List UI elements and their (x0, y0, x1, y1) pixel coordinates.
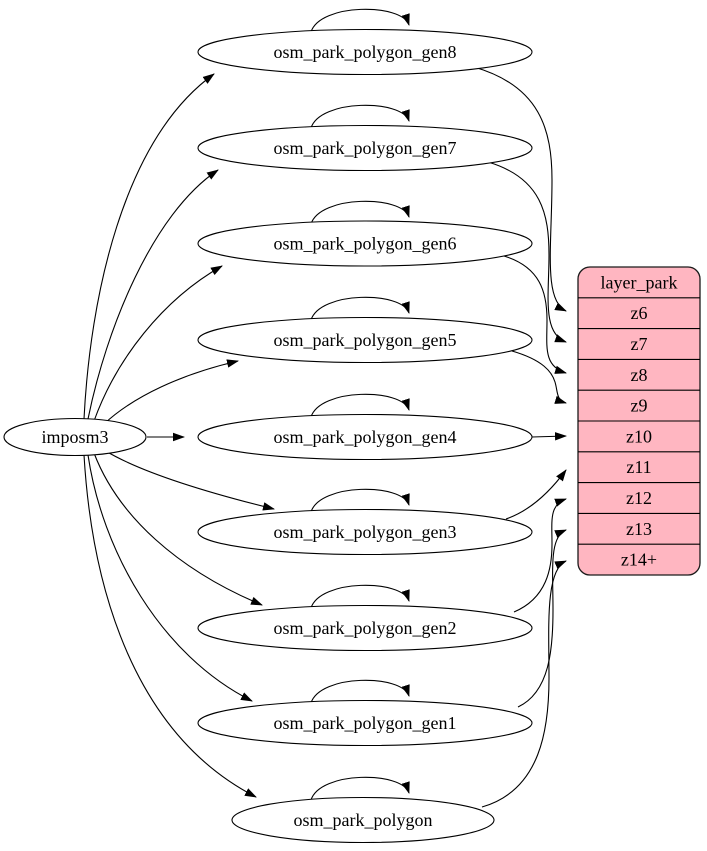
node-osm-park-polygon-gen8: osm_park_polygon_gen8 (197, 28, 533, 76)
self-loop-polygon (310, 776, 410, 801)
edge-imposm3-to-gen6 (93, 265, 223, 422)
edge-imposm3-to-gen3 (103, 449, 275, 511)
self-loop-gen8 (310, 8, 410, 33)
edge-gen5-to-z9 (511, 350, 567, 404)
layer-row-z13: z13 (626, 519, 652, 539)
gen6-ellipse (197, 220, 533, 267)
layer-row-z10: z10 (626, 426, 652, 446)
node-osm-park-polygon-gen3: osm_park_polygon_gen3 (197, 508, 533, 556)
gen7-ellipse (197, 124, 533, 172)
self-loops (310, 8, 410, 801)
gen4-label: osm_park_polygon_gen4 (274, 427, 457, 447)
self-loop-gen5 (310, 296, 410, 321)
gen5-ellipse (197, 316, 533, 364)
node-osm-park-polygon: osm_park_polygon (231, 796, 495, 844)
gen1-label: osm_park_polygon_gen1 (274, 713, 457, 733)
node-osm-park-polygon-gen2: osm_park_polygon_gen2 (197, 604, 533, 652)
node-osm-park-polygon-gen4: osm_park_polygon_gen4 (197, 413, 533, 461)
gen2-label: osm_park_polygon_gen2 (274, 618, 457, 638)
node-layer-park: layer_park z6 z7 z8 z9 z10 z11 z12 z13 z… (577, 266, 701, 576)
gen2-ellipse (197, 604, 533, 652)
gen3-label: osm_park_polygon_gen3 (274, 522, 457, 542)
self-loop-gen4 (310, 393, 410, 418)
layer-row-z9: z9 (631, 396, 648, 416)
gen6-label: osm_park_polygon_gen6 (274, 234, 457, 254)
node-imposm3: imposm3 (3, 417, 147, 457)
gen4-ellipse (197, 413, 533, 461)
self-loop-gen7 (310, 104, 410, 129)
edge-polygon-to-z14 (481, 560, 567, 808)
edge-imposm3-to-gen1 (87, 454, 253, 702)
imposm3-ellipse (3, 417, 147, 457)
node-osm-park-polygon-gen1: osm_park_polygon_gen1 (197, 699, 533, 747)
edge-gen7-to-z7 (487, 161, 567, 343)
gen5-label: osm_park_polygon_gen5 (274, 330, 457, 350)
edge-gen1-to-z13 (517, 529, 567, 708)
edge-gen4-to-z10 (531, 432, 567, 441)
layer-row-z14: z14+ (621, 550, 657, 570)
edge-gen2-to-z12 (513, 498, 567, 613)
edges-to-layer (473, 66, 567, 808)
self-loop-gen6 (310, 200, 410, 225)
gen1-ellipse (197, 699, 533, 747)
edge-imposm3-to-gen7 (87, 169, 219, 420)
edge-imposm3-to-polygon (83, 454, 257, 798)
layer-row-z12: z12 (626, 488, 652, 508)
edge-gen3-to-z11 (505, 469, 567, 520)
layer-park-header: layer_park (601, 273, 678, 293)
imposm3-label: imposm3 (41, 427, 108, 447)
gen8-ellipse (197, 28, 533, 76)
edges-imposm3 (83, 73, 275, 798)
layer-row-z6: z6 (631, 303, 648, 323)
layer-row-z7: z7 (631, 334, 648, 354)
layer-row-z8: z8 (631, 365, 648, 385)
gen3-ellipse (197, 508, 533, 556)
polygon-ellipse (231, 796, 495, 844)
edge-gen8-to-z6 (473, 66, 567, 312)
self-loop-gen1 (310, 679, 410, 704)
node-osm-park-polygon-gen7: osm_park_polygon_gen7 (197, 124, 533, 172)
edge-imposm3-to-gen5 (103, 359, 239, 425)
edge-gen6-to-z8 (503, 255, 567, 374)
node-osm-park-polygon-gen6: osm_park_polygon_gen6 (197, 220, 533, 267)
self-loop-gen3 (310, 488, 410, 513)
layer-row-z11: z11 (626, 457, 651, 477)
node-osm-park-polygon-gen5: osm_park_polygon_gen5 (197, 316, 533, 364)
polygon-label: osm_park_polygon (294, 810, 433, 830)
self-loop-gen2 (310, 584, 410, 609)
edge-imposm3-to-gen2 (93, 452, 263, 606)
edge-imposm3-to-gen8 (83, 73, 215, 420)
gen8-label: osm_park_polygon_gen8 (274, 42, 457, 62)
gen7-label: osm_park_polygon_gen7 (274, 138, 457, 158)
